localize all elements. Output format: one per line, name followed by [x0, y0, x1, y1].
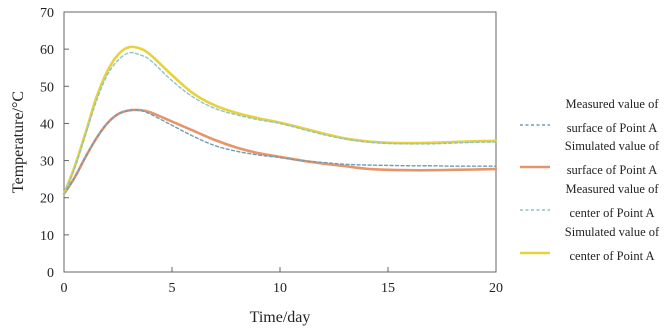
y-axis-label: Temperature/°C: [10, 91, 27, 193]
y-tick-label: 30: [40, 155, 54, 170]
legend-label: surface of Point A: [567, 121, 658, 135]
y-tick-label: 20: [40, 192, 54, 207]
legend-label: center of Point A: [569, 249, 654, 263]
x-axis-label: Time/day: [250, 309, 311, 326]
legend-label: center of Point A: [569, 206, 654, 220]
x-tick-label: 0: [61, 281, 68, 296]
y-tick-label: 60: [40, 43, 54, 58]
y-tick-label: 0: [47, 266, 54, 281]
legend-label: Simulated value of: [565, 139, 660, 153]
tick-layer: 0 5 10 15 20 0 10 20 30 40 50 60 70: [40, 6, 503, 296]
y-tick-label: 70: [40, 6, 54, 21]
x-tick-label: 5: [169, 281, 176, 296]
legend: Measured value of surface of Point A Simul…: [520, 97, 660, 263]
series-line-3: [62, 45, 498, 196]
series-line-2: [63, 51, 497, 195]
series-line-0: [63, 109, 497, 195]
legend-label: Measured value of: [565, 182, 659, 196]
legend-label: surface of Point A: [567, 163, 658, 177]
x-tick-label: 10: [273, 281, 287, 296]
x-tick-label: 15: [381, 281, 395, 296]
legend-label: Measured value of: [565, 97, 659, 111]
y-tick-label: 50: [40, 80, 54, 95]
series-layer: [62, 45, 498, 196]
x-tick-label: 20: [489, 281, 503, 296]
y-tick-label: 10: [40, 229, 54, 244]
y-tick-label: 40: [40, 117, 54, 132]
legend-label: Simulated value of: [565, 225, 660, 239]
